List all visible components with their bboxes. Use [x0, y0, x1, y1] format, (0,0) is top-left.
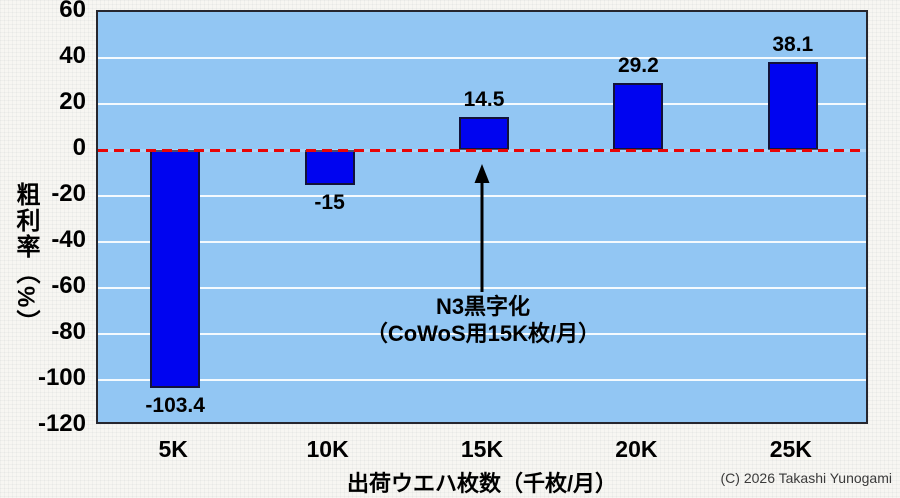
bar-15K [459, 116, 509, 150]
bar-value-label-5K: -103.4 [145, 393, 205, 417]
y-tick-label--40: -40 [51, 226, 86, 253]
up-arrow-icon [474, 164, 490, 292]
x-axis-title: 出荷ウエハ枚数（千枚/月） [346, 471, 618, 496]
bar-value-label-25K: 38.1 [772, 33, 814, 57]
gridline-40 [98, 57, 866, 59]
bar-25K [767, 62, 818, 150]
y-tick-label-60: 60 [59, 0, 86, 23]
y-tick-label--80: -80 [51, 318, 86, 345]
annotation-line2: （CoWoS用15K枚/月） [365, 321, 601, 346]
bar-20K [613, 82, 664, 150]
gridline-20 [98, 103, 866, 105]
x-tick-label-10K: 10K [306, 436, 349, 462]
zero-line [98, 148, 866, 152]
annotation-line1: N3黒字化 [435, 294, 531, 319]
y-tick-label--20: -20 [51, 180, 86, 207]
gridline--80 [98, 333, 866, 335]
copyright: (C) 2026 Takashi Yunogami [720, 470, 892, 486]
y-tick-label-0: 0 [72, 134, 86, 161]
x-tick-label-25K: 25K [769, 436, 812, 462]
bar-value-label-10K: -15 [314, 190, 345, 214]
y-tick-label-20: 20 [59, 88, 86, 115]
y-tick-label--100: -100 [37, 364, 86, 391]
y-tick-label--60: -60 [51, 272, 86, 299]
x-tick-label-20K: 20K [615, 436, 658, 462]
x-tick-label-5K: 5K [158, 436, 188, 462]
bar-5K [150, 150, 201, 388]
x-tick-label-15K: 15K [460, 436, 504, 462]
annotation-n3-breakeven: N3黒字化 （CoWoS用15K枚/月） [273, 293, 693, 347]
bar-10K [304, 150, 355, 185]
y-tick-label-40: 40 [59, 42, 86, 69]
y-axis-title: 粗利率（%） [12, 182, 39, 336]
gridline--100 [98, 379, 866, 381]
bar-value-label-20K: 29.2 [617, 53, 659, 77]
bar-value-label-15K: 14.5 [463, 87, 505, 111]
y-tick-label--120: -120 [37, 410, 86, 437]
